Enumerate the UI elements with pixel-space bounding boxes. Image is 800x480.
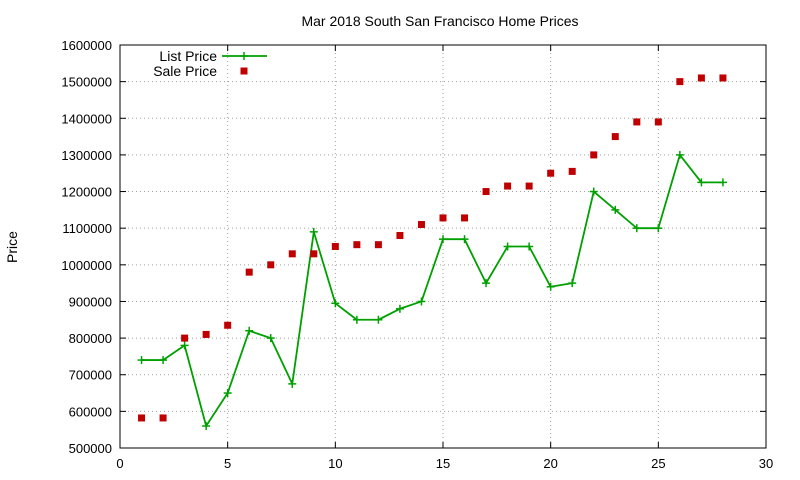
- legend-swatch-sale-price: [240, 67, 248, 75]
- x-tick-label: 15: [436, 456, 450, 471]
- sale-price-point: [439, 214, 447, 222]
- sale-price-point: [417, 221, 425, 229]
- list-price-point: [331, 299, 340, 308]
- list-price-point: [697, 178, 706, 187]
- list-price-point: [288, 379, 297, 388]
- y-tick-label: 700000: [69, 368, 112, 383]
- list-price-point: [611, 205, 620, 214]
- list-price-point: [417, 297, 426, 306]
- sale-price-point: [654, 118, 662, 126]
- sale-price-point: [138, 414, 146, 422]
- list-price-point: [245, 326, 254, 335]
- x-tick-label: 30: [759, 456, 773, 471]
- legend-swatch-list-price-marker: [240, 52, 248, 60]
- y-tick-label: 600000: [69, 404, 112, 419]
- sale-price-point: [374, 241, 382, 249]
- y-tick-label: 900000: [69, 294, 112, 309]
- x-tick-label: 5: [224, 456, 231, 471]
- sale-price-point: [697, 74, 705, 82]
- y-tick-label: 800000: [69, 331, 112, 346]
- list-price-point: [482, 279, 491, 288]
- sale-price-point: [482, 188, 490, 196]
- list-price-point: [395, 304, 404, 313]
- list-price-point: [159, 356, 168, 365]
- list-price-point: [589, 187, 598, 196]
- plot-border: [119, 44, 767, 449]
- list-price-point: [546, 282, 555, 291]
- sale-price-point: [525, 182, 533, 190]
- y-tick-label: 1400000: [61, 111, 112, 126]
- list-price-point: [202, 422, 211, 431]
- sale-price-point: [568, 167, 576, 175]
- list-price-point: [309, 227, 318, 236]
- y-tick-label: 1300000: [61, 148, 112, 163]
- list-price-point: [180, 341, 189, 350]
- sale-price-point: [288, 250, 296, 258]
- x-tick-label: 10: [328, 456, 342, 471]
- list-price-point: [675, 150, 684, 159]
- sale-price-point: [504, 182, 512, 190]
- list-price-point: [374, 315, 383, 324]
- list-price-point: [568, 279, 577, 288]
- sale-price-point: [202, 330, 210, 338]
- y-tick-label: 1000000: [61, 258, 112, 273]
- sale-price-point: [331, 243, 339, 250]
- y-tick-label: 1200000: [61, 185, 112, 200]
- y-axis-label: Price: [4, 231, 20, 263]
- sale-price-point: [633, 118, 641, 126]
- list-price-line: [141, 154, 723, 427]
- legend-label-sale-price: Sale Price: [153, 63, 217, 79]
- series-list-price: [137, 150, 727, 431]
- sale-price-point: [547, 169, 555, 177]
- tick-labels: 500000 600000 700000 800000 900000 1000000 110…: [61, 38, 773, 471]
- axis-ticks: [119, 44, 767, 449]
- y-tick-label: 500000: [69, 441, 112, 456]
- sale-price-point: [310, 250, 318, 258]
- sale-price-point: [611, 133, 619, 141]
- y-tick-label: 1600000: [61, 38, 112, 53]
- y-tick-label: 1500000: [61, 75, 112, 90]
- list-price-point: [137, 356, 146, 365]
- sale-price-point: [245, 268, 253, 276]
- list-price-point: [223, 389, 232, 398]
- chart-title: Mar 2018 South San Francisco Home Prices: [301, 13, 578, 29]
- sale-price-point: [461, 214, 469, 222]
- list-price-point: [718, 178, 727, 187]
- sale-price-point: [267, 261, 275, 269]
- sale-price-point: [676, 78, 684, 86]
- list-price-point: [460, 235, 469, 244]
- legend-label-list-price: List Price: [159, 48, 217, 64]
- sale-price-point: [719, 74, 727, 82]
- sale-price-point: [353, 241, 361, 249]
- list-price-point: [439, 235, 447, 244]
- x-tick-label: 25: [651, 456, 665, 471]
- sale-price-point: [396, 232, 404, 240]
- sale-price-point: [224, 321, 232, 329]
- list-price-point: [525, 242, 534, 251]
- list-price-point: [632, 224, 641, 233]
- list-price-point: [266, 334, 275, 343]
- x-tick-label: 0: [116, 456, 123, 471]
- list-price-point: [352, 315, 361, 324]
- sale-price-point: [181, 334, 189, 342]
- sale-price-point: [159, 414, 167, 422]
- series-sale-price: [138, 74, 727, 422]
- series-layer: [137, 74, 727, 431]
- legend-swatches: [222, 52, 267, 75]
- x-tick-label: 20: [543, 456, 557, 471]
- list-price-point: [654, 224, 663, 233]
- legend: List Price Sale Price: [153, 48, 267, 79]
- y-tick-label: 1100000: [62, 221, 112, 236]
- sale-price-point: [590, 151, 598, 159]
- list-price-point: [503, 242, 512, 251]
